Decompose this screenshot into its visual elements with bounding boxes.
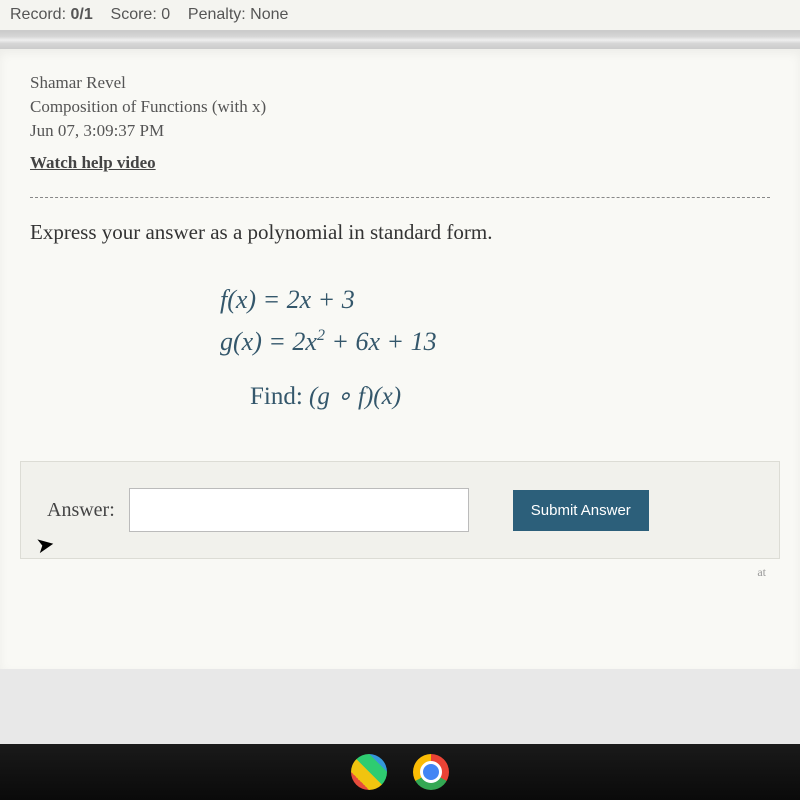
divider bbox=[30, 197, 770, 198]
student-name: Shamar Revel bbox=[30, 73, 770, 93]
g-lhs: g(x) = bbox=[220, 327, 292, 356]
f-lhs: f(x) = bbox=[220, 285, 287, 314]
penalty-label: Penalty: bbox=[188, 6, 246, 23]
chrome-icon[interactable] bbox=[413, 754, 449, 790]
window-gap bbox=[0, 31, 800, 49]
question-prompt: Express your answer as a polynomial in s… bbox=[30, 220, 770, 245]
equation-f: f(x) = 2x + 3 bbox=[220, 285, 770, 315]
timestamp: Jun 07, 3:09:37 PM bbox=[30, 121, 770, 141]
score-value: 0 bbox=[161, 6, 170, 23]
record-label: Record: bbox=[10, 6, 66, 23]
taskbar bbox=[0, 744, 800, 800]
status-bar: Record: 0/1 Score: 0 Penalty: None bbox=[0, 0, 800, 31]
answer-row: Answer: Submit Answer bbox=[20, 461, 780, 559]
g-exponent: 2 bbox=[317, 327, 325, 344]
record-value: 0/1 bbox=[70, 6, 92, 23]
topic-title: Composition of Functions (with x) bbox=[30, 97, 770, 117]
submit-button[interactable]: Submit Answer bbox=[513, 490, 649, 531]
equation-g: g(x) = 2x2 + 6x + 13 bbox=[220, 327, 770, 357]
app-icon[interactable] bbox=[351, 754, 387, 790]
find-expr: (g ∘ f)(x) bbox=[309, 383, 401, 410]
g-rhs-b: + 6x + 13 bbox=[325, 327, 437, 356]
g-rhs-a: 2x bbox=[292, 327, 317, 356]
score-label: Score: bbox=[111, 6, 157, 23]
attribution: at bbox=[30, 565, 770, 580]
answer-label: Answer: bbox=[47, 499, 115, 522]
help-video-link[interactable]: Watch help video bbox=[30, 153, 156, 173]
math-block: f(x) = 2x + 3 g(x) = 2x2 + 6x + 13 Find:… bbox=[30, 285, 770, 411]
find-label: Find: bbox=[250, 383, 309, 410]
answer-input[interactable] bbox=[129, 488, 469, 532]
f-rhs: 2x + 3 bbox=[287, 285, 355, 314]
find-expression: Find: (g ∘ f)(x) bbox=[220, 381, 770, 411]
main-panel: Shamar Revel Composition of Functions (w… bbox=[0, 49, 800, 669]
penalty-value: None bbox=[250, 6, 288, 23]
